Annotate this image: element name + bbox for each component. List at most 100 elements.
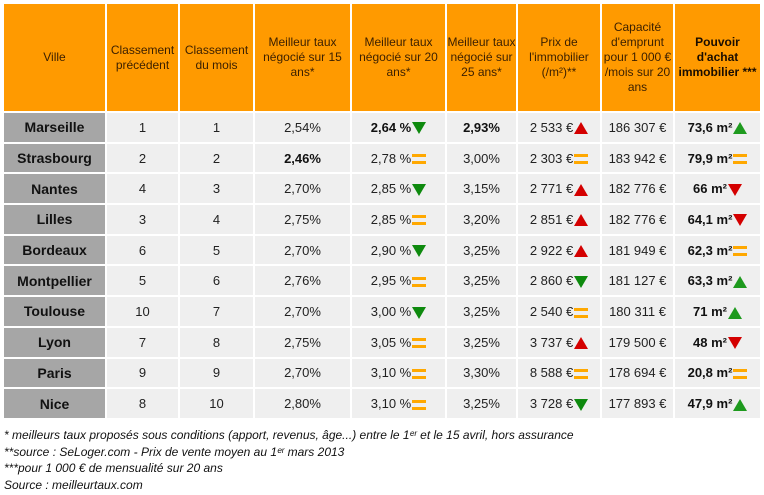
borrowing-capacity: 180 311 € bbox=[609, 303, 666, 319]
previous-rank-cell: 8 bbox=[107, 389, 178, 418]
up-arrow-red-icon bbox=[574, 214, 589, 227]
price-per-m2-cell: 2 922 € bbox=[518, 235, 600, 265]
rate-25-years-cell: 3,25% bbox=[447, 297, 516, 326]
previous-rank: 8 bbox=[138, 396, 147, 412]
equal-icon bbox=[733, 246, 748, 257]
borrowing-capacity-cell: 186 307 € bbox=[602, 113, 673, 142]
month-rank-cell: 9 bbox=[180, 358, 253, 388]
borrowing-capacity: 183 942 € bbox=[608, 150, 667, 166]
table-row: Nantes 4 3 2,70% 2,85 % 3,15% 2 771 € 182 776 €… bbox=[4, 174, 760, 204]
purchasing-power: 71 m² bbox=[693, 303, 727, 319]
price-per-m2-cell: 2 851 € bbox=[518, 205, 600, 234]
borrowing-capacity-cell: 181 127 € bbox=[602, 266, 673, 296]
equal-icon bbox=[412, 368, 427, 379]
purchasing-power: 66 m² bbox=[693, 181, 727, 197]
up-arrow-green-icon bbox=[733, 398, 748, 411]
rate-15-years-cell: 2,75% bbox=[255, 205, 350, 234]
purchasing-power-cell: 62,3 m² bbox=[675, 235, 760, 265]
rate-20-years-cell: 2,64 % bbox=[352, 113, 445, 142]
up-arrow-green-icon bbox=[733, 275, 748, 288]
city-name: Bordeaux bbox=[22, 242, 87, 259]
city-name-cell: Paris bbox=[4, 358, 105, 388]
down-arrow-red-icon bbox=[733, 214, 748, 227]
price-per-m2: 8 588 € bbox=[529, 365, 574, 381]
previous-rank: 9 bbox=[138, 365, 147, 381]
equal-icon bbox=[574, 368, 589, 379]
price-per-m2: 2 922 € bbox=[529, 242, 574, 258]
rate-25-years-cell: 3,15% bbox=[447, 174, 516, 204]
previous-rank: 4 bbox=[138, 181, 147, 197]
city-name-cell: Toulouse bbox=[4, 297, 105, 326]
rate-25-years: 2,93% bbox=[463, 119, 500, 135]
down-arrow-green-icon bbox=[574, 398, 589, 411]
purchasing-power-cell: 20,8 m² bbox=[675, 358, 760, 388]
footnote-line: **source : SeLoger.com - Prix de vente m… bbox=[4, 444, 345, 459]
down-arrow-green-icon bbox=[412, 183, 427, 196]
city-name: Marseille bbox=[24, 119, 85, 136]
up-arrow-red-icon bbox=[574, 245, 589, 258]
rate-15-years: 2,76% bbox=[284, 273, 321, 289]
column-header: Ville bbox=[4, 4, 105, 111]
month-rank-cell: 5 bbox=[180, 235, 253, 265]
rate-15-years-cell: 2,75% bbox=[255, 327, 350, 357]
city-name-cell: Strasbourg bbox=[4, 143, 105, 173]
down-arrow-green-icon bbox=[412, 122, 427, 135]
purchasing-power: 63,3 m² bbox=[687, 273, 733, 289]
price-per-m2-cell: 8 588 € bbox=[518, 358, 600, 388]
previous-rank: 10 bbox=[135, 303, 150, 319]
purchasing-power-cell: 73,6 m² bbox=[675, 113, 760, 142]
down-arrow-green-icon bbox=[574, 275, 589, 288]
previous-rank: 6 bbox=[138, 242, 147, 258]
column-header: Pouvoir d'achat immobilier *** bbox=[675, 4, 760, 111]
equal-icon bbox=[412, 276, 427, 287]
rate-20-years-cell: 3,05 % bbox=[352, 327, 445, 357]
price-per-m2: 2 303 € bbox=[529, 150, 574, 166]
purchasing-power: 48 m² bbox=[693, 334, 727, 350]
rate-20-years-cell: 2,78 % bbox=[352, 143, 445, 173]
rate-20-years-cell: 3,10 % bbox=[352, 389, 445, 418]
rate-20-years: 2,90 % bbox=[370, 242, 412, 258]
price-per-m2: 2 851 € bbox=[529, 211, 574, 227]
rate-15-years-cell: 2,54% bbox=[255, 113, 350, 142]
equal-icon bbox=[412, 399, 427, 410]
rate-15-years-cell: 2,70% bbox=[255, 235, 350, 265]
up-arrow-red-icon bbox=[574, 183, 589, 196]
down-arrow-green-icon bbox=[412, 306, 427, 319]
purchasing-power-cell: 64,1 m² bbox=[675, 205, 760, 234]
rate-20-years-cell: 2,90 % bbox=[352, 235, 445, 265]
purchasing-power-cell: 66 m² bbox=[675, 174, 760, 204]
city-name: Toulouse bbox=[23, 303, 86, 320]
city-name: Paris bbox=[37, 364, 72, 381]
city-name: Nice bbox=[39, 395, 70, 412]
rate-20-years-cell: 3,00 % bbox=[352, 297, 445, 326]
city-name-cell: Nantes bbox=[4, 174, 105, 204]
price-per-m2-cell: 2 771 € bbox=[518, 174, 600, 204]
rate-15-years: 2,70% bbox=[284, 181, 321, 197]
rate-15-years: 2,70% bbox=[284, 242, 321, 258]
rate-25-years-cell: 3,25% bbox=[447, 389, 516, 418]
purchasing-power-cell: 63,3 m² bbox=[675, 266, 760, 296]
borrowing-capacity-cell: 181 949 € bbox=[602, 235, 673, 265]
rate-25-years: 3,25% bbox=[463, 334, 500, 350]
borrowing-capacity: 186 307 € bbox=[608, 119, 667, 135]
price-per-m2: 2 771 € bbox=[529, 181, 574, 197]
price-per-m2-cell: 3 737 € bbox=[518, 327, 600, 357]
rate-15-years-cell: 2,76% bbox=[255, 266, 350, 296]
city-name-cell: Marseille bbox=[4, 113, 105, 142]
rate-20-years-cell: 3,10 % bbox=[352, 358, 445, 388]
month-rank: 9 bbox=[212, 365, 221, 381]
city-name: Lilles bbox=[36, 211, 73, 228]
footnotes: * meilleurs taux proposés sous condition… bbox=[4, 427, 574, 493]
borrowing-capacity: 177 893 € bbox=[608, 396, 667, 412]
month-rank-cell: 10 bbox=[180, 389, 253, 418]
month-rank-cell: 6 bbox=[180, 266, 253, 296]
month-rank-cell: 2 bbox=[180, 143, 253, 173]
up-arrow-red-icon bbox=[574, 122, 589, 135]
rate-15-years: 2,70% bbox=[284, 365, 321, 381]
rate-20-years: 3,10 % bbox=[370, 365, 412, 381]
borrowing-capacity-cell: 182 776 € bbox=[602, 205, 673, 234]
rate-25-years: 3,25% bbox=[463, 396, 500, 412]
rate-25-years-cell: 3,25% bbox=[447, 266, 516, 296]
borrowing-capacity: 181 949 € bbox=[608, 242, 667, 258]
rate-20-years-cell: 2,95 % bbox=[352, 266, 445, 296]
